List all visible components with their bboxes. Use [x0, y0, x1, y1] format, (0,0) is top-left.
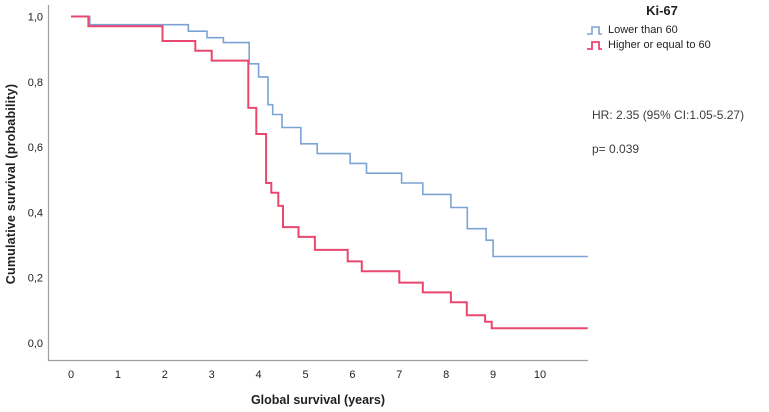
y-tick-label: 0,8	[28, 77, 43, 89]
legend-entry-lower-than-60: Lower than 60	[586, 23, 738, 37]
y-tick-label: 0,4	[28, 207, 43, 219]
x-tick-label: 6	[349, 369, 355, 381]
x-tick-label: 1	[115, 369, 121, 381]
y-tick-label: 0,2	[28, 273, 43, 285]
x-tick-label: 9	[490, 369, 496, 381]
survival-curve-higher-or-equal-to-60	[71, 15, 588, 330]
x-axis-title: Global survival (years)	[250, 393, 386, 407]
x-tick-label: 2	[162, 369, 168, 381]
step-line-sample-icon	[587, 26, 602, 35]
x-tick-label: 7	[396, 369, 402, 381]
legend: Ki-67 Lower than 60 Higher or equal to 6…	[586, 3, 738, 52]
legend-entry-label: Higher or equal to 60	[608, 38, 711, 51]
y-tick-label: 0,0	[28, 338, 43, 350]
legend-entry-label: Lower than 60	[608, 23, 678, 36]
survival-curve-lower-than-60	[71, 15, 588, 258]
x-tick-label: 4	[256, 369, 262, 381]
step-line-sample-path	[587, 41, 602, 50]
x-tick-label: 10	[534, 369, 546, 381]
x-tick-label: 5	[302, 369, 308, 381]
x-tick-label: 8	[443, 369, 449, 381]
y-axis-title: Cumulative survival (probability)	[4, 83, 18, 285]
legend-title: Ki-67	[646, 3, 678, 18]
step-line-sample-icon	[587, 41, 602, 50]
legend-entry-higher-or-equal-60: Higher or equal to 60	[586, 38, 738, 52]
hazard-ratio-text: HR: 2.35 (95% CI:1.05-5.27)	[592, 108, 745, 122]
axis-frame	[47, 5, 588, 362]
p-value-text: p= 0.039	[592, 142, 640, 156]
y-tick-label: 1,0	[28, 12, 43, 24]
y-tick-label: 0,6	[28, 142, 43, 154]
x-tick-label: 3	[209, 369, 215, 381]
x-tick-label: 0	[68, 369, 74, 381]
step-line-sample-path	[587, 26, 602, 35]
